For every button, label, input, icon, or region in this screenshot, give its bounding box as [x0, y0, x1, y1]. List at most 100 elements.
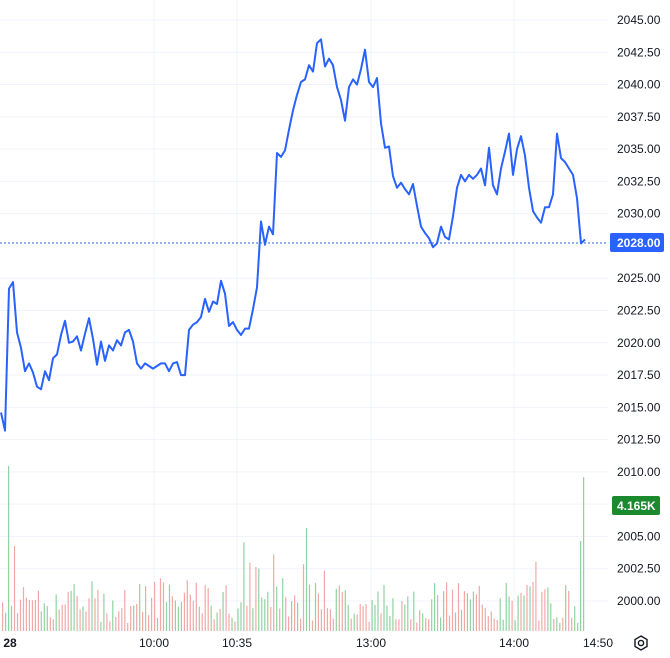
volume-bar [130, 606, 132, 631]
volume-bar [162, 582, 165, 631]
volume-bar [46, 606, 48, 631]
volume-bar [177, 606, 179, 631]
volume-bar [490, 611, 492, 631]
volume-bar [559, 622, 561, 631]
volume-bar [383, 584, 385, 631]
volume-bar [13, 546, 16, 631]
volume-bar [538, 620, 540, 631]
volume-bar [61, 604, 63, 631]
volume-bar [395, 619, 397, 631]
volume-bar [70, 590, 72, 631]
volume-bar [508, 596, 510, 631]
volume-bar [88, 598, 90, 631]
volume-bar [43, 603, 45, 631]
volume-bar [419, 610, 421, 631]
volume-bar [571, 617, 573, 631]
volume-bar [300, 618, 302, 631]
volume-bar [91, 581, 93, 631]
volume-bar [213, 619, 215, 631]
volume-bar [478, 585, 480, 631]
volume-bar [389, 615, 391, 631]
volume-bar [198, 606, 200, 631]
horizontal-gridlines [0, 19, 608, 602]
volume-bar [273, 554, 275, 631]
volume-bar [526, 584, 528, 631]
volume-bar [398, 619, 400, 631]
price-line [0, 38, 586, 432]
volume-bar [583, 477, 585, 631]
volume-bar [279, 608, 281, 631]
volume-bar [180, 601, 182, 631]
volume-bar [297, 602, 299, 631]
volume-bar [466, 593, 468, 631]
volume-bar [392, 598, 394, 631]
vertical-gridlines [153, 0, 515, 630]
volume-bar [434, 583, 436, 631]
volume-bar [413, 591, 415, 631]
volume-bar [302, 564, 305, 631]
volume-bar [323, 570, 325, 631]
volume-bar [240, 602, 242, 631]
volume-bar [103, 593, 105, 631]
y-tick-label: 2025.00 [617, 271, 661, 285]
volume-bar [210, 605, 212, 631]
volume-bar [139, 583, 141, 631]
volume-bar [446, 582, 448, 631]
volume-bar [314, 583, 317, 631]
volume-bar [541, 591, 543, 631]
volume-bar [529, 586, 531, 631]
volume-bar [261, 597, 263, 631]
x-tick-label: 28 [3, 636, 17, 650]
volume-bar [282, 578, 284, 631]
volume-bar [8, 466, 10, 631]
volume-bar [76, 596, 78, 631]
volume-bar [40, 611, 42, 631]
volume-bar [422, 613, 424, 631]
volume-bar [505, 582, 507, 631]
volume-bar [344, 590, 346, 631]
volume-bar [64, 604, 66, 631]
y-tick-label: 2010.00 [617, 465, 661, 479]
volume-bar [237, 608, 239, 631]
volume-bar [326, 608, 328, 631]
volume-bar [183, 592, 185, 631]
volume-bar [463, 591, 465, 631]
time-axis[interactable]: 28 10:00 10:35 13:00 14:00 14:50 [3, 636, 613, 650]
volume-bar [535, 561, 537, 631]
volume-bar [49, 617, 51, 631]
volume-bar [437, 595, 439, 631]
volume-bar [404, 604, 406, 631]
y-tick-label: 2037.50 [617, 110, 661, 124]
volume-bar [451, 589, 454, 631]
volume-bar [192, 600, 194, 631]
volume-bar [440, 617, 442, 631]
volume-bar [291, 601, 293, 631]
volume-bar [31, 600, 33, 631]
volume-bar [496, 620, 498, 631]
volume-bar [225, 585, 227, 631]
volume-bar [556, 617, 558, 631]
volume-bar [484, 607, 486, 631]
volume-bar [154, 581, 156, 631]
volume-bar [37, 590, 39, 631]
volume-bar [243, 542, 245, 631]
volume-bar [165, 602, 168, 631]
volume-bar [448, 615, 451, 631]
volume-bar [79, 609, 81, 631]
volume-bar [550, 603, 552, 631]
volume-bar [10, 605, 13, 631]
y-tick-label: 2035.00 [617, 142, 661, 156]
volume-bar [148, 615, 150, 631]
volume-bar [499, 598, 501, 631]
settings-gear-icon[interactable] [631, 633, 651, 653]
volume-bar [288, 616, 290, 631]
volume-bar [133, 605, 135, 631]
volume-bar [577, 622, 579, 631]
price-axis[interactable]: 2045.00 2042.50 2040.00 2037.50 2035.00 2032.… [617, 13, 661, 608]
volume-bar [22, 587, 25, 631]
volume-bar [568, 590, 570, 631]
volume-bar [159, 578, 162, 631]
y-tick-label: 2005.00 [617, 529, 661, 543]
volume-bars [2, 466, 585, 631]
